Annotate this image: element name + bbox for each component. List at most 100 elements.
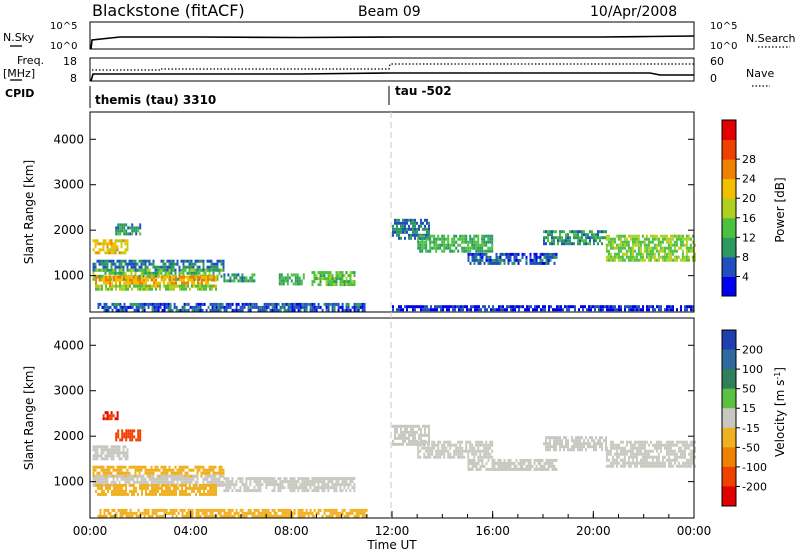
echo-cell bbox=[139, 486, 141, 490]
echo-cell bbox=[114, 268, 117, 272]
velocity-colorbar-swatch bbox=[722, 408, 736, 429]
echo-cell bbox=[645, 255, 648, 259]
echo-cell bbox=[167, 489, 169, 493]
echo-cell bbox=[203, 486, 205, 490]
echo-cell bbox=[646, 305, 648, 309]
echo-cell bbox=[473, 255, 476, 259]
echo-cell bbox=[145, 302, 148, 306]
echo-cell bbox=[210, 477, 213, 481]
echo-cell bbox=[211, 483, 213, 487]
echo-cell bbox=[201, 287, 203, 291]
echo-cell bbox=[687, 249, 690, 253]
echo-cell bbox=[126, 248, 129, 252]
echo-cell bbox=[427, 455, 430, 459]
echo-cell bbox=[139, 483, 141, 487]
echo-cell bbox=[520, 305, 522, 309]
echo-cell bbox=[355, 305, 358, 309]
echo-cell bbox=[130, 265, 133, 269]
echo-cell bbox=[193, 305, 196, 309]
echo-cell bbox=[438, 305, 440, 309]
echo-cell bbox=[203, 489, 205, 493]
echo-cell bbox=[635, 449, 638, 453]
echo-cell bbox=[180, 465, 183, 469]
echo-cell bbox=[507, 467, 510, 471]
echo-cell bbox=[182, 262, 185, 266]
echo-cell bbox=[473, 458, 476, 462]
echo-cell bbox=[206, 474, 209, 478]
echo-cell bbox=[289, 514, 292, 518]
echo-cell bbox=[327, 486, 330, 490]
echo-cell bbox=[175, 508, 178, 512]
echo-cell bbox=[483, 464, 486, 468]
echo-cell bbox=[613, 458, 616, 462]
echo-cell bbox=[681, 449, 684, 453]
echo-cell bbox=[617, 255, 620, 259]
echo-cell bbox=[237, 279, 240, 283]
echo-cell bbox=[126, 477, 129, 481]
echo-cell bbox=[398, 236, 400, 240]
echo-cell bbox=[309, 308, 312, 312]
echo-cell bbox=[659, 243, 662, 247]
echo-cell bbox=[355, 302, 358, 306]
echo-cell bbox=[657, 440, 660, 444]
echo-cell bbox=[414, 442, 416, 446]
echo-cell bbox=[439, 455, 442, 459]
echo-cell bbox=[543, 230, 545, 234]
echo-cell bbox=[313, 483, 316, 487]
echo-cell bbox=[500, 305, 502, 309]
echo-cell bbox=[394, 230, 396, 234]
echo-cell bbox=[122, 265, 125, 269]
echo-cell bbox=[453, 249, 456, 253]
echo-cell bbox=[101, 305, 104, 309]
echo-cell bbox=[412, 227, 414, 231]
echo-cell bbox=[235, 508, 238, 512]
echo-cell bbox=[577, 242, 579, 246]
echo-cell bbox=[215, 287, 217, 291]
echo-cell bbox=[595, 436, 597, 440]
echo-cell bbox=[657, 243, 660, 247]
echo-cell bbox=[489, 258, 492, 262]
echo-cell bbox=[197, 508, 200, 512]
echo-cell bbox=[551, 230, 553, 234]
echo-cell bbox=[113, 489, 115, 493]
echo-cell bbox=[416, 221, 418, 225]
echo-cell bbox=[643, 455, 646, 459]
echo-cell bbox=[467, 464, 470, 468]
echo-cell bbox=[263, 308, 266, 312]
echo-cell bbox=[341, 477, 344, 481]
echo-cell bbox=[485, 461, 488, 465]
echo-cell bbox=[615, 449, 618, 453]
echo-cell bbox=[513, 467, 516, 471]
echo-cell bbox=[125, 287, 127, 291]
echo-cell bbox=[673, 234, 676, 238]
echo-cell bbox=[587, 445, 589, 449]
echo-cell bbox=[663, 464, 666, 468]
echo-cell bbox=[301, 483, 304, 487]
echo-cell bbox=[412, 442, 414, 446]
echo-cell bbox=[92, 454, 95, 458]
echo-cell bbox=[121, 483, 123, 487]
echo-cell bbox=[525, 458, 528, 462]
echo-cell bbox=[663, 246, 666, 250]
echo-cell bbox=[519, 461, 522, 465]
echo-cell bbox=[609, 440, 612, 444]
echo-cell bbox=[212, 268, 215, 272]
echo-cell bbox=[110, 251, 113, 255]
echo-cell bbox=[577, 233, 579, 237]
echo-cell bbox=[325, 302, 328, 306]
echo-cell bbox=[418, 433, 420, 437]
echo-cell bbox=[321, 274, 324, 278]
echo-cell bbox=[130, 262, 133, 266]
echo-cell bbox=[665, 240, 668, 244]
echo-cell bbox=[120, 242, 123, 246]
echo-cell bbox=[613, 446, 616, 450]
echo-cell bbox=[657, 237, 660, 241]
echo-cell bbox=[297, 305, 300, 309]
echo-cell bbox=[173, 281, 175, 285]
echo-cell bbox=[609, 258, 612, 262]
echo-cell bbox=[249, 279, 252, 283]
echo-cell bbox=[133, 275, 135, 279]
echo-cell bbox=[116, 248, 119, 252]
echo-cell bbox=[160, 465, 163, 469]
echo-cell bbox=[121, 223, 124, 227]
